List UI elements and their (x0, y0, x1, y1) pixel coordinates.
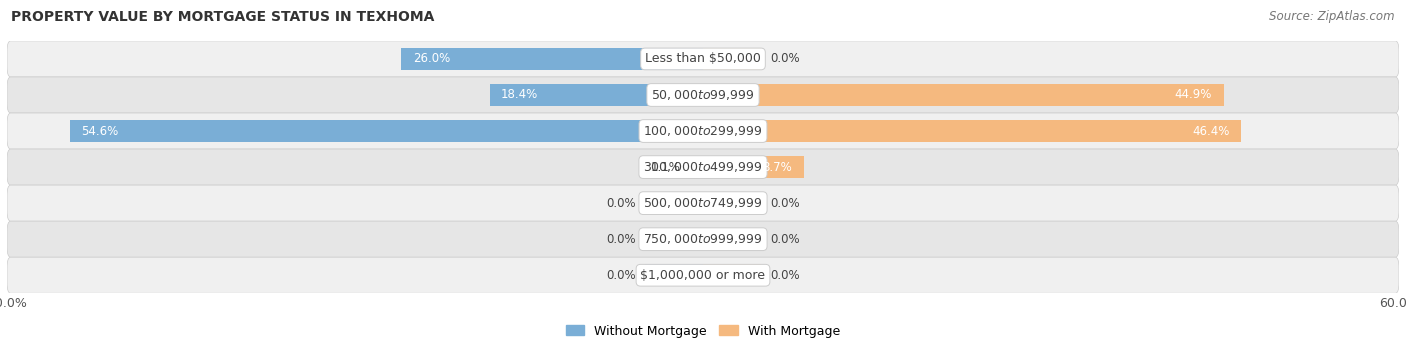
Text: 0.0%: 0.0% (770, 53, 800, 65)
Text: 0.0%: 0.0% (606, 197, 636, 210)
Bar (645, 192, 703, 214)
FancyBboxPatch shape (7, 185, 1399, 221)
FancyBboxPatch shape (7, 113, 1399, 149)
FancyBboxPatch shape (7, 41, 1399, 77)
Text: $300,000 to $499,999: $300,000 to $499,999 (644, 160, 762, 174)
Text: $1,000,000 or more: $1,000,000 or more (641, 269, 765, 282)
Bar (703, 192, 761, 214)
Text: 0.0%: 0.0% (606, 269, 636, 282)
FancyBboxPatch shape (7, 221, 1399, 257)
Text: 0.0%: 0.0% (770, 233, 800, 246)
FancyBboxPatch shape (7, 77, 1399, 113)
FancyBboxPatch shape (7, 257, 1399, 293)
Text: Source: ZipAtlas.com: Source: ZipAtlas.com (1270, 10, 1395, 23)
Text: 46.4%: 46.4% (1192, 124, 1230, 137)
Text: $750,000 to $999,999: $750,000 to $999,999 (644, 232, 762, 246)
Text: $500,000 to $749,999: $500,000 to $749,999 (644, 196, 762, 210)
Bar (703, 84, 1223, 106)
Legend: Without Mortgage, With Mortgage: Without Mortgage, With Mortgage (561, 320, 845, 341)
Text: 0.0%: 0.0% (770, 269, 800, 282)
Text: PROPERTY VALUE BY MORTGAGE STATUS IN TEXHOMA: PROPERTY VALUE BY MORTGAGE STATUS IN TEX… (11, 10, 434, 24)
Text: $50,000 to $99,999: $50,000 to $99,999 (651, 88, 755, 102)
Bar (703, 156, 804, 178)
Bar (690, 156, 703, 178)
Bar (703, 228, 761, 250)
Bar (402, 48, 703, 70)
Text: 8.7%: 8.7% (762, 161, 793, 174)
Bar (703, 48, 761, 70)
Bar (703, 120, 1241, 142)
Text: $100,000 to $299,999: $100,000 to $299,999 (644, 124, 762, 138)
Text: 26.0%: 26.0% (413, 53, 450, 65)
Text: 44.9%: 44.9% (1175, 89, 1212, 102)
Bar (645, 228, 703, 250)
Text: 54.6%: 54.6% (82, 124, 118, 137)
Text: 0.0%: 0.0% (770, 197, 800, 210)
Bar (70, 120, 703, 142)
Text: 1.1%: 1.1% (651, 161, 681, 174)
Text: 18.4%: 18.4% (501, 89, 538, 102)
Bar (703, 264, 761, 286)
Text: 0.0%: 0.0% (606, 233, 636, 246)
Bar (489, 84, 703, 106)
Bar (645, 264, 703, 286)
Text: Less than $50,000: Less than $50,000 (645, 53, 761, 65)
FancyBboxPatch shape (7, 149, 1399, 185)
